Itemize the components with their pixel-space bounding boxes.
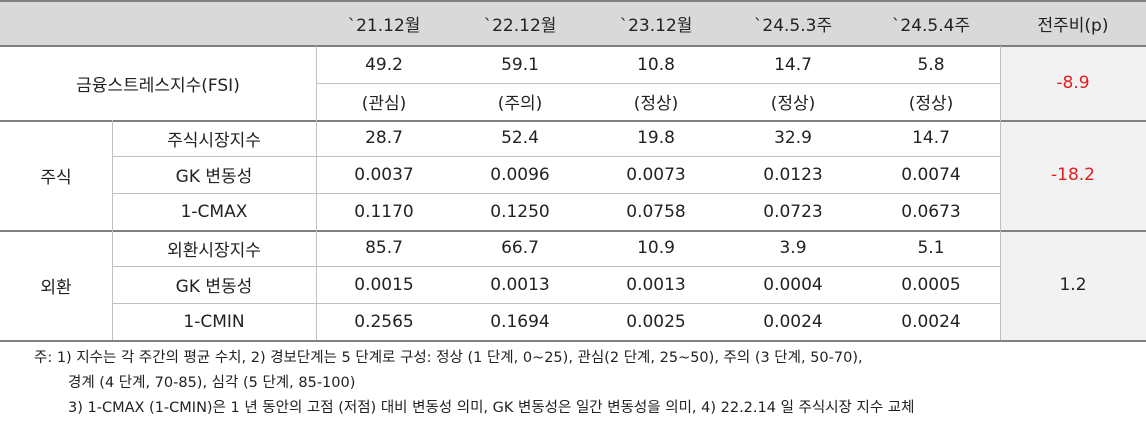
header-change: 전주비(p): [1037, 15, 1109, 36]
stock-cell: 0.0073: [626, 164, 686, 185]
table-bottom-border: [0, 340, 1146, 342]
fx-group-label: 외환: [40, 277, 72, 298]
stock-cell: 0.1250: [490, 201, 550, 222]
fx-cell: 0.0025: [626, 311, 686, 332]
fx-line-1: [112, 266, 1000, 267]
fsi-value-5: 5.8: [917, 54, 945, 75]
header-background: [0, 0, 1146, 46]
fsi-state-2: (주의): [497, 94, 543, 114]
change-column-bg: [1000, 46, 1146, 340]
stock-cell: 19.8: [637, 128, 675, 148]
fsi-state-4: (정상): [770, 94, 816, 114]
table-top-border: [0, 0, 1146, 2]
fx-row-label: 1-CMIN: [183, 311, 245, 332]
header-col-2: `22.12월: [483, 15, 557, 36]
stock-cell: 0.0037: [354, 164, 414, 185]
fx-cell: 5.1: [917, 238, 945, 258]
stock-row-label: 1-CMAX: [180, 201, 248, 222]
fx-cell: 0.0004: [763, 274, 823, 295]
fsi-state-1: (관심): [361, 94, 407, 114]
fsi-value-3: 10.8: [637, 54, 675, 75]
fx-cell: 3.9: [779, 238, 807, 258]
fx-cell: 0.0005: [901, 274, 961, 295]
fx-cell: 0.0024: [901, 311, 961, 332]
fsi-value-4: 14.7: [774, 54, 812, 75]
stock-line-1: [112, 156, 1000, 157]
fsi-label: 금융스트레스지수(FSI): [76, 75, 240, 96]
stock-row-label: GK 변동성: [175, 167, 253, 187]
header-col-3: `23.12월: [619, 15, 693, 36]
label-divider: [316, 46, 317, 340]
fx-cell: 66.7: [501, 238, 539, 258]
header-col-5: `24.5.4주: [891, 15, 971, 36]
note-line-1: 주: 1) 지수는 각 주간의 평균 수치, 2) 경보단계는 5 단계로 구성…: [34, 350, 863, 366]
fsi-inner-line: [316, 83, 1000, 84]
stock-group-label: 주식: [40, 167, 72, 188]
fsi-state-3: (정상): [633, 94, 679, 114]
fsi-value-2: 59.1: [501, 54, 539, 75]
fsi-change: -8.9: [1056, 73, 1090, 93]
fx-row-label: GK 변동성: [175, 277, 253, 297]
table-notes: 주: 1) 지수는 각 주간의 평균 수치, 2) 경보단계는 5 단계로 구성…: [0, 346, 1146, 421]
fsi-bottom-border: [0, 120, 1146, 122]
fx-cell: 0.0013: [626, 274, 686, 295]
stock-cell: 32.9: [774, 128, 812, 148]
fx-line-2: [112, 303, 1000, 304]
stock-cell: 0.0074: [901, 164, 961, 185]
stock-cell: 28.7: [365, 128, 403, 148]
header-col-1: `21.12월: [347, 15, 421, 36]
stock-cell: 0.1170: [354, 201, 414, 222]
note-line-3: 3) 1-CMAX (1-CMIN)은 1 년 동안의 고점 (저점) 대비 변…: [68, 400, 915, 416]
note-line-2: 경계 (4 단계, 70-85), 심각 (5 단계, 85-100): [68, 375, 356, 391]
stock-cell: 0.0723: [763, 201, 823, 222]
group-divider: [112, 120, 113, 340]
stock-row-label: 주식시장지수: [167, 130, 261, 151]
fx-cell: 85.7: [365, 238, 403, 258]
fx-cell: 0.0024: [763, 311, 823, 332]
fx-cell: 10.9: [637, 238, 675, 258]
stock-bottom-border: [0, 230, 1146, 232]
stock-change: -18.2: [1051, 165, 1095, 185]
change-divider: [1000, 46, 1001, 340]
stock-cell: 0.0096: [490, 164, 550, 185]
fx-cell: 0.0013: [490, 274, 550, 295]
stock-cell: 0.0758: [626, 201, 686, 222]
fsi-value-1: 49.2: [365, 54, 403, 75]
fx-cell: 0.1694: [490, 311, 550, 332]
stock-cell: 0.0123: [763, 164, 823, 185]
header-bottom-border: [0, 45, 1146, 47]
stock-cell: 14.7: [912, 128, 950, 148]
header-col-4: `24.5.3주: [753, 15, 833, 36]
stock-cell: 52.4: [501, 128, 539, 148]
fsi-state-5: (정상): [908, 94, 954, 114]
stock-line-2: [112, 193, 1000, 194]
fx-cell: 0.2565: [354, 311, 414, 332]
stock-cell: 0.0673: [901, 201, 961, 222]
fx-row-label: 외환시장지수: [167, 240, 261, 261]
fx-cell: 0.0015: [354, 274, 414, 295]
fx-change: 1.2: [1059, 275, 1087, 295]
